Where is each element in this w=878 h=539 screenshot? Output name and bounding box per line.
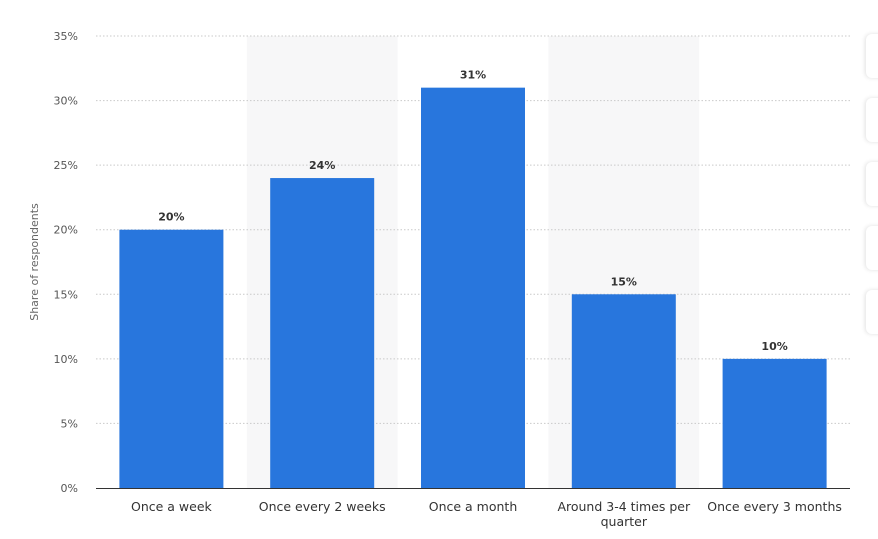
side-panel-tab[interactable] xyxy=(866,290,878,334)
data-label: 10% xyxy=(761,340,787,353)
data-label: 20% xyxy=(158,211,184,224)
y-tick-label: 15% xyxy=(54,288,78,301)
side-panel-tab[interactable] xyxy=(866,34,878,78)
y-tick-label: 35% xyxy=(54,30,78,43)
bar xyxy=(722,358,827,488)
x-tick-label: Once a month xyxy=(429,499,518,514)
y-axis-ticks: 0% 5% 10% 15% 20% 25% 30% 35% xyxy=(54,30,78,495)
x-tick-label: Around 3-4 times per quarter xyxy=(557,499,691,529)
side-panel-tab[interactable] xyxy=(866,162,878,206)
x-tick-label-line: Once every 2 weeks xyxy=(259,499,386,514)
x-tick-label: Once every 3 months xyxy=(707,499,842,514)
bar xyxy=(571,294,676,488)
data-label: 24% xyxy=(309,159,335,172)
bar xyxy=(270,178,375,489)
x-tick-label: Once every 2 weeks xyxy=(259,499,386,514)
data-label: 15% xyxy=(611,275,637,288)
bar xyxy=(421,87,525,489)
y-tick-label: 20% xyxy=(54,224,78,237)
x-tick-label-line: quarter xyxy=(601,514,648,529)
x-tick-label-line: Around 3-4 times per xyxy=(557,499,691,514)
y-tick-label: 25% xyxy=(54,159,78,172)
side-panel-tab[interactable] xyxy=(866,226,878,270)
y-tick-label: 10% xyxy=(54,353,78,366)
x-axis-ticks: Once a week Once every 2 weeks Once a mont… xyxy=(131,499,842,529)
bar xyxy=(119,229,224,488)
y-tick-label: 0% xyxy=(61,482,78,495)
bars xyxy=(119,87,827,489)
data-label: 31% xyxy=(460,69,486,82)
value-labels: 20% 24% 31% 15% 10% xyxy=(158,69,788,353)
y-axis-label: Share of respondents xyxy=(28,203,41,321)
x-tick-label: Once a week xyxy=(131,499,213,514)
side-panel-tab[interactable] xyxy=(866,98,878,142)
y-tick-label: 5% xyxy=(61,417,78,430)
x-tick-label-line: Once a week xyxy=(131,499,213,514)
x-tick-label-line: Once every 3 months xyxy=(707,499,842,514)
x-tick-label-line: Once a month xyxy=(429,499,518,514)
y-tick-label: 30% xyxy=(54,95,78,108)
